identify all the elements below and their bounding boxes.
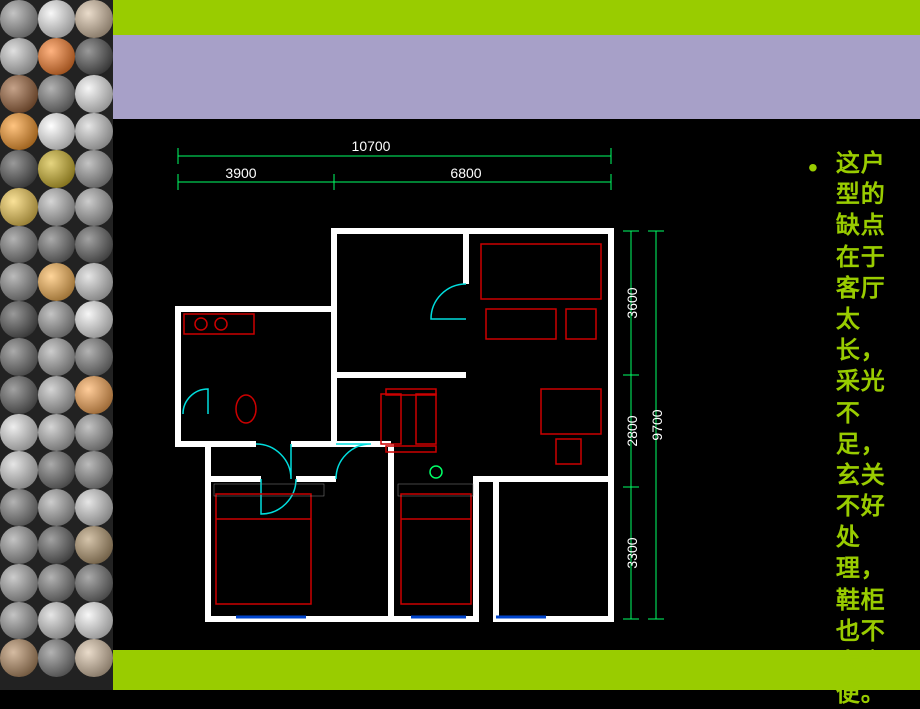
thumbnail-strip [0,0,113,690]
thumbnail-item [75,188,113,226]
thumbnail-item [75,526,113,564]
thumbnail-item [75,263,113,301]
dim-top-split: 3900 6800 [178,165,611,190]
thumbnail-item [75,564,113,602]
thumbnail-item [0,226,38,264]
thumbnail-item [75,0,113,38]
thumbnail-item [38,301,76,339]
dim-left-width: 3900 [225,165,256,181]
thumbnail-item [0,602,38,640]
thumbnail-item [75,301,113,339]
thumbnail-item [75,489,113,527]
thumbnail-item [75,75,113,113]
content-area: 10700 3900 6800 9700 [113,0,920,690]
thumbnail-item [0,489,38,527]
thumbnail-item [38,38,76,76]
thumbnail-item [38,188,76,226]
dim-right-total: 9700 [648,231,665,619]
thumbnail-item [38,226,76,264]
footer-green-band [113,650,920,690]
thumbnail-item [75,602,113,640]
thumbnail-item [0,414,38,452]
bullet-marker: • [808,154,818,182]
thumbnail-item [0,526,38,564]
dim-top-total: 10700 [178,138,611,164]
thumbnail-item [0,188,38,226]
dim-total-width: 10700 [352,138,391,154]
bullet-content: 这户型的缺点在于客厅太长，采光不足，玄关不好处理，鞋柜也不太方便。 [836,148,900,709]
floorplan-diagram: 10700 3900 6800 9700 [126,134,678,634]
thumbnail-item [38,489,76,527]
thumbnail-item [38,639,76,677]
thumbnail-item [0,38,38,76]
thumbnail-item [0,0,38,38]
thumbnail-item [75,414,113,452]
thumbnail-item [0,75,38,113]
thumbnail-item [75,338,113,376]
top-green-band-2 [113,18,920,35]
thumbnail-item [0,451,38,489]
thumbnail-item [0,564,38,602]
thumbnail-item [38,564,76,602]
thumbnail-item [0,113,38,151]
top-green-band [113,0,920,18]
dim-bot-height: 3300 [624,537,640,568]
thumbnail-item [0,263,38,301]
thumbnail-item [38,75,76,113]
thumbnail-item [0,150,38,188]
thumbnail-item [38,113,76,151]
bullet-text-block: • 这户型的缺点在于客厅太长，采光不足，玄关不好处理，鞋柜也不太方便。 [808,148,900,709]
thumbnail-item [75,113,113,151]
thumbnail-item [38,526,76,564]
thumbnail-item [0,301,38,339]
dim-top-height: 3600 [624,287,640,318]
thumbnail-item [38,0,76,38]
thumbnail-item [38,263,76,301]
thumbnail-item [38,451,76,489]
dim-total-height: 9700 [649,409,665,440]
dim-mid-height: 2800 [624,415,640,446]
thumbnail-item [75,451,113,489]
thumbnail-item [38,338,76,376]
walls [178,231,611,619]
thumbnail-item [75,376,113,414]
dim-right-split: 3600 2800 3300 [623,231,640,619]
purple-band [113,35,920,119]
thumbnail-item [38,150,76,188]
thumbnail-item [0,338,38,376]
dim-right-width: 6800 [450,165,481,181]
thumbnail-item [0,376,38,414]
thumbnail-item [0,639,38,677]
thumbnail-item [75,38,113,76]
thumbnail-item [38,414,76,452]
thumbnail-item [38,602,76,640]
thumbnail-item [38,376,76,414]
thumbnail-item [75,150,113,188]
thumbnail-item [75,639,113,677]
thumbnail-item [75,226,113,264]
